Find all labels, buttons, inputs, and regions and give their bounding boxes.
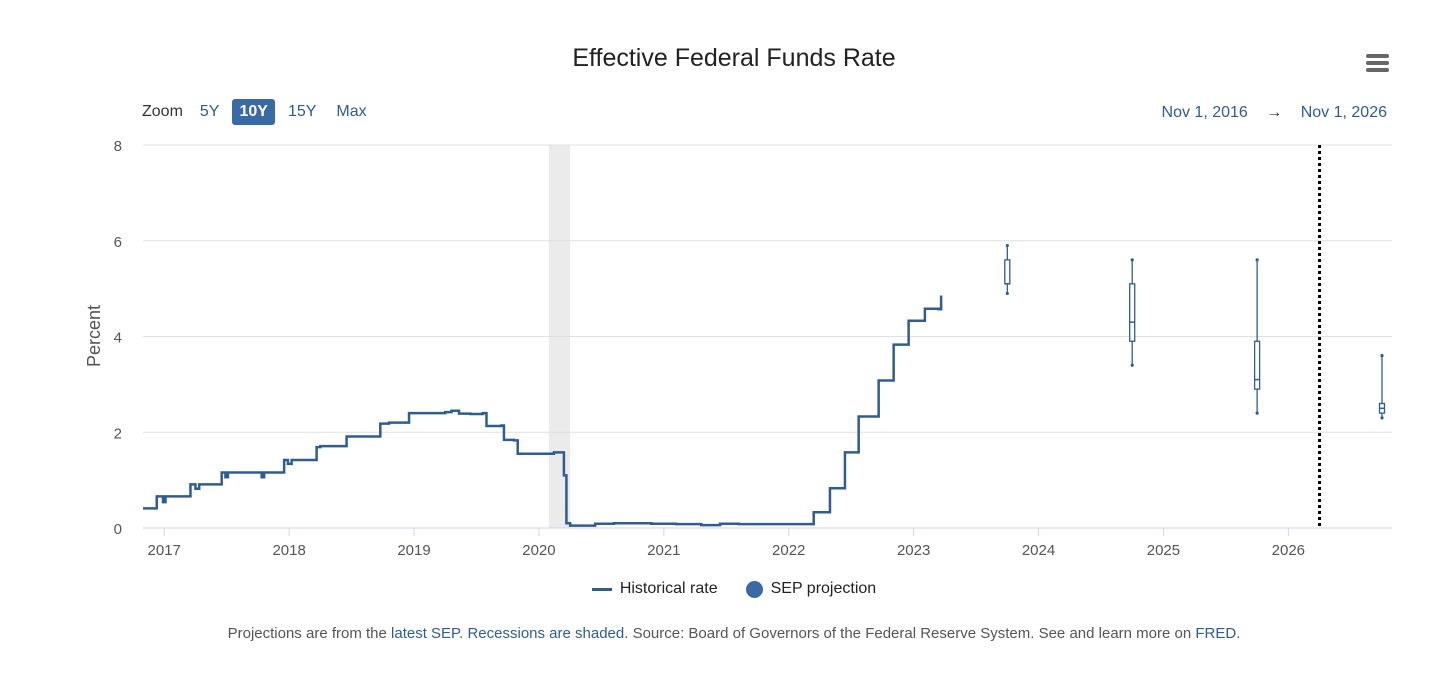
historical-rate-line [143,295,943,527]
x-tick-label: 2025 [1147,542,1180,559]
y-tick-label: 6 [114,234,122,251]
footer-note: Projections are from the latest SEP. Rec… [0,625,1456,642]
circle-legend-icon [745,580,763,598]
legend-label: SEP projection [770,580,877,597]
box-max-point [1380,354,1384,358]
line-legend-icon [591,587,612,591]
box-min-point [1380,416,1384,420]
x-tick-label: 2021 [647,542,680,559]
legend-sep-projection[interactable]: SEP projection [745,580,877,598]
range-from[interactable]: Nov 1, 2016 [1161,104,1248,121]
hamburger-menu-icon[interactable] [1366,54,1389,75]
legend-label: Historical rate [619,580,718,597]
zoom-max-button[interactable]: Max [336,103,367,120]
box-min-point [1255,411,1259,415]
y-axis-label: Percent [84,305,104,367]
zoom-selector: Zoom 5Y 10Y 15Y Max [142,99,380,125]
footer-text: . [459,625,468,642]
legend: Historical rate SEP projection [0,580,1456,598]
box-max-point [1130,258,1134,262]
x-tick-label: 2019 [397,542,430,559]
footer-text: . [1236,625,1241,642]
footer-text: . Source: Board of Governors of the Fede… [624,625,1196,642]
zoom-label: Zoom [142,103,183,120]
box-body [1253,340,1261,390]
recessions-link[interactable]: Recessions are shaded [467,625,625,642]
box-max-point [1005,243,1009,248]
latest-sep-link[interactable]: latest SEP [391,625,460,642]
box-body [1004,259,1011,285]
zoom-10y-button[interactable]: 10Y [232,99,275,125]
y-tick-label: 0 [114,521,122,538]
arrow-right-icon: → [1266,104,1283,121]
zoom-5y-button[interactable]: 5Y [199,103,220,120]
x-tick-label: 2020 [522,542,555,559]
x-tick-label: 2018 [272,542,305,559]
box-body [1129,283,1136,342]
y-tick-label: 8 [114,138,122,155]
date-range: Nov 1, 2016 → Nov 1, 2026 [1154,104,1387,122]
y-tick-label: 4 [114,330,122,347]
fred-link[interactable]: FRED [1195,625,1237,642]
box-min-point [1005,291,1009,296]
zoom-15y-button[interactable]: 15Y [287,103,317,120]
x-tick-label: 2022 [772,542,805,559]
legend-historical-rate[interactable]: Historical rate [591,580,718,598]
y-tick-label: 2 [114,425,122,442]
box-max-point [1255,258,1259,262]
box-min-point [1130,363,1134,367]
chart-title: Effective Federal Funds Rate [572,44,896,72]
footer-text: Projections are from the [227,625,392,642]
range-to[interactable]: Nov 1, 2026 [1300,104,1387,121]
x-tick-label: 2026 [1272,542,1305,559]
x-tick-label: 2024 [1022,542,1055,559]
x-tick-label: 2017 [148,542,181,559]
x-tick-label: 2023 [897,542,930,559]
